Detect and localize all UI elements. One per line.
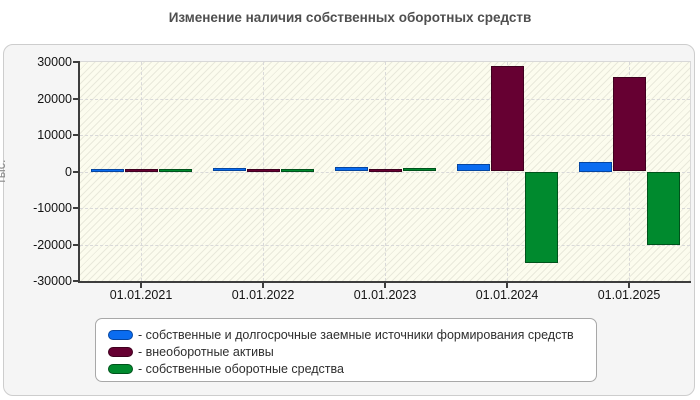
legend-label: - собственные и долгосрочные заемные ист… bbox=[138, 327, 574, 342]
y-tick-label: -10000 bbox=[33, 201, 72, 215]
x-axis-line bbox=[78, 281, 691, 283]
plot-border-right bbox=[690, 62, 691, 281]
v-gridline bbox=[507, 62, 508, 281]
v-gridline bbox=[141, 62, 142, 281]
x-tick-mark bbox=[506, 283, 508, 288]
bar-series3-01.01.2022 bbox=[280, 168, 314, 172]
y-tick-mark bbox=[73, 61, 78, 63]
legend-label: - собственные оборотные средства bbox=[138, 361, 344, 376]
legend-row: - собственные оборотные средства bbox=[108, 360, 596, 377]
legend-swatch-series2 bbox=[108, 346, 133, 357]
x-tick-mark bbox=[384, 283, 386, 288]
v-gridline bbox=[263, 62, 264, 281]
y-tick-label: -20000 bbox=[33, 237, 72, 252]
bar-series2-01.01.2021 bbox=[124, 168, 158, 172]
y-tick-mark bbox=[73, 170, 78, 173]
bar-series3-01.01.2025 bbox=[646, 171, 680, 245]
y-tick-label: 0 bbox=[65, 164, 72, 179]
bar-series3-01.01.2024 bbox=[524, 171, 558, 263]
legend-row: - внеоборотные активы bbox=[108, 343, 596, 360]
legend-row: - собственные и долгосрочные заемные ист… bbox=[108, 326, 596, 343]
legend-swatch-series3 bbox=[108, 363, 133, 374]
y-tick-label: -30000 bbox=[33, 274, 72, 288]
y-tick-mark bbox=[73, 134, 78, 136]
x-tick-label: 01.01.2024 bbox=[475, 288, 539, 302]
bar-series1-01.01.2021 bbox=[90, 168, 124, 172]
v-gridline bbox=[629, 62, 630, 281]
y-tick-label: 10000 bbox=[37, 128, 72, 142]
x-tick-mark bbox=[628, 283, 630, 288]
bar-series3-01.01.2023 bbox=[402, 168, 436, 172]
x-tick-mark bbox=[262, 283, 264, 288]
x-tick-label: 01.01.2023 bbox=[353, 288, 417, 302]
bar-series2-01.01.2025 bbox=[612, 76, 646, 172]
bar-series2-01.01.2022 bbox=[246, 168, 280, 172]
x-tick-label: 01.01.2022 bbox=[231, 288, 295, 302]
bar-series2-01.01.2023 bbox=[368, 168, 402, 172]
bar-series1-01.01.2022 bbox=[212, 168, 246, 172]
y-axis-line bbox=[78, 61, 80, 283]
x-tick-mark bbox=[140, 283, 142, 288]
bar-series2-01.01.2024 bbox=[490, 65, 524, 172]
bar-series3-01.01.2021 bbox=[158, 168, 192, 172]
legend-label: - внеоборотные активы bbox=[138, 344, 274, 359]
v-gridline bbox=[385, 62, 386, 281]
bar-series1-01.01.2024 bbox=[456, 164, 490, 172]
x-tick-label: 01.01.2021 bbox=[109, 288, 173, 302]
y-tick-mark bbox=[73, 207, 78, 209]
bar-series1-01.01.2023 bbox=[334, 167, 368, 172]
chart-title: Изменение наличия собственных оборотных … bbox=[168, 10, 532, 25]
x-tick-label: 01.01.2025 bbox=[597, 288, 661, 302]
y-tick-mark bbox=[73, 280, 78, 282]
legend-swatch-series1 bbox=[108, 329, 133, 340]
legend: - собственные и долгосрочные заемные ист… bbox=[95, 318, 597, 382]
y-tick-mark bbox=[73, 97, 78, 100]
y-tick-mark bbox=[73, 243, 78, 246]
plot-border-top bbox=[80, 61, 691, 62]
y-tick-label: 30000 bbox=[37, 55, 72, 69]
y-tick-label: 20000 bbox=[37, 91, 72, 106]
bar-series1-01.01.2025 bbox=[578, 162, 612, 172]
